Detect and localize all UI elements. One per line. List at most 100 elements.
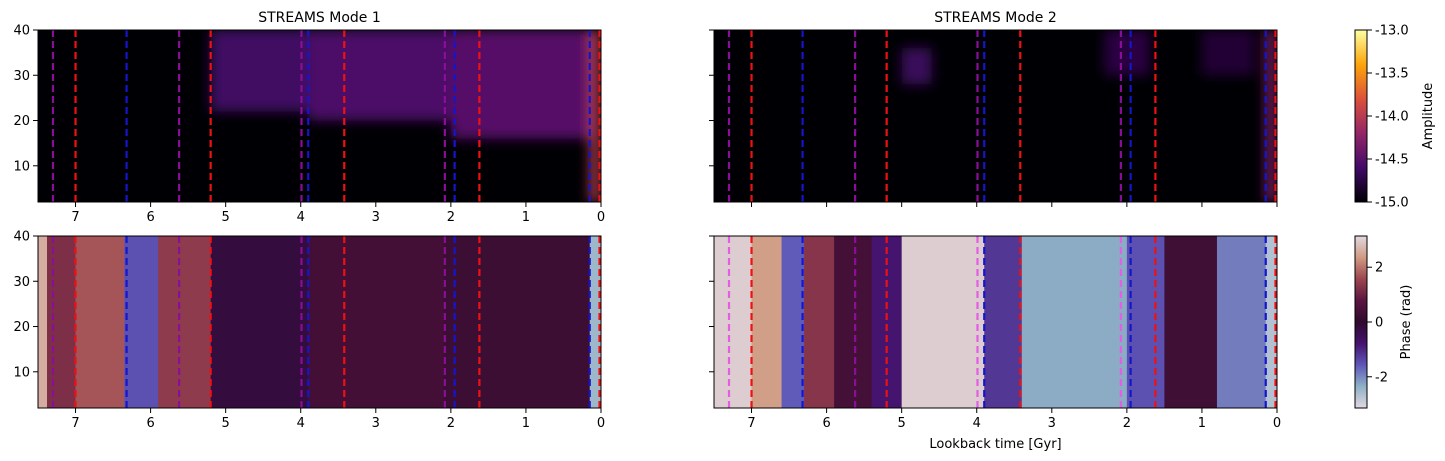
panel-title-mode-2: STREAMS Mode 2 xyxy=(934,10,1057,26)
x-tick-label: 4 xyxy=(973,416,981,431)
y-tick-label: 20 xyxy=(13,114,30,129)
x-tick-label: 5 xyxy=(222,210,230,225)
heatmap-band xyxy=(984,236,1023,408)
colorbar-amplitude-ticks: -13.0 -13.5 -14.0 -14.5 -15.0 xyxy=(1367,24,1409,211)
heatmap-band xyxy=(38,236,48,408)
colorbar-amplitude-bar xyxy=(1354,29,1368,203)
x-tick-label: 1 xyxy=(522,416,530,431)
x-tick-label: 3 xyxy=(372,416,380,431)
heatmap-band xyxy=(834,236,873,408)
colorbar-tick-label: -2 xyxy=(1375,370,1388,385)
colorbar-amplitude-label: Amplitude xyxy=(1421,83,1436,150)
heatmap-region xyxy=(1265,30,1276,202)
panel-phase-mode-2: 7 6 5 4 3 2 1 0 Lookback time [Gyr] xyxy=(709,235,1281,452)
heatmap-region xyxy=(210,30,309,112)
heatmap-band xyxy=(1126,236,1165,408)
x-tick-label: 7 xyxy=(747,416,755,431)
x-tick-label: 7 xyxy=(71,210,79,225)
colorbar-phase-bar xyxy=(1354,235,1368,409)
heatmap-band xyxy=(714,236,753,408)
x-tick-label: 3 xyxy=(372,210,380,225)
colorbar-phase: 2 0 -2 Phase (rad) xyxy=(1354,235,1414,409)
heatmap-region xyxy=(308,30,451,121)
colorbar-tick-label: -14.5 xyxy=(1375,153,1409,168)
heatmap-amplitude-mode-1 xyxy=(38,30,601,202)
axes-frame xyxy=(37,235,602,409)
heatmap-region xyxy=(1201,30,1255,76)
heatmap-region xyxy=(1104,30,1150,76)
heatmap-band xyxy=(751,236,783,408)
colorbar-phase-ticks: 2 0 -2 xyxy=(1367,261,1388,385)
x-tick-label: 2 xyxy=(447,210,455,225)
heatmap-band xyxy=(901,236,985,408)
heatmap-band xyxy=(210,236,309,408)
colorbar-tick-label: 0 xyxy=(1375,316,1383,331)
heatmap-band xyxy=(47,236,77,408)
y-tick-label: 30 xyxy=(13,275,30,290)
x-tick-label: 1 xyxy=(522,210,530,225)
heatmap-band xyxy=(781,236,805,408)
heatmap-band xyxy=(124,236,159,408)
y-tick-label: 40 xyxy=(13,230,30,245)
y-tick-label: 10 xyxy=(13,159,30,174)
y-tick-label: 40 xyxy=(13,24,30,39)
heatmap-features xyxy=(901,30,1276,202)
heatmap-band xyxy=(804,236,835,408)
heatmap-phase-mode-2 xyxy=(714,236,1277,408)
x-tick-label: 0 xyxy=(1273,416,1281,431)
x-tick-label: 4 xyxy=(297,210,305,225)
heatmap-band xyxy=(443,236,591,408)
x-tick-label: 2 xyxy=(447,416,455,431)
heatmap-band xyxy=(75,236,125,408)
heatmap-band xyxy=(308,236,444,408)
panel-title-mode-1: STREAMS Mode 1 xyxy=(258,10,381,26)
heatmap-band xyxy=(1265,236,1277,408)
colorbar-tick-label: -15.0 xyxy=(1375,196,1409,211)
x-tick-label: 6 xyxy=(146,416,154,431)
x-tick-label: 0 xyxy=(597,416,605,431)
heatmap-band xyxy=(1021,236,1128,408)
axes-frame xyxy=(713,235,1278,409)
axes-frame xyxy=(37,29,602,203)
y-tick-label: 20 xyxy=(13,320,30,335)
x-axis-label: Lookback time [Gyr] xyxy=(929,437,1061,452)
heatmap-band xyxy=(1216,236,1267,408)
colorbar-tick-label: -13.0 xyxy=(1375,24,1409,39)
colorbar-amplitude: -13.0 -13.5 -14.0 -14.5 -15.0 Amplitude xyxy=(1354,24,1436,211)
y-tick-label: 30 xyxy=(13,69,30,84)
x-tick-label: 7 xyxy=(71,416,79,431)
colorbar-tick-label: -14.0 xyxy=(1375,110,1409,125)
heatmap-region xyxy=(589,30,600,202)
x-tick-label: 6 xyxy=(822,416,830,431)
heatmap-region xyxy=(450,30,590,139)
ticks-amplitude-mode-2 xyxy=(709,29,1278,207)
x-tick-label: 1 xyxy=(1198,416,1206,431)
heatmap-band xyxy=(589,236,601,408)
colorbar-phase-label: Phase (rad) xyxy=(1399,285,1414,360)
x-tick-label: 2 xyxy=(1123,416,1131,431)
x-tick-label: 4 xyxy=(297,416,305,431)
panel-amplitude-mode-2: STREAMS Mode 2 xyxy=(709,10,1278,207)
heatmap-band xyxy=(1164,236,1218,408)
x-tick-label: 5 xyxy=(898,416,906,431)
heatmap-background xyxy=(714,30,1277,202)
heatmap-band xyxy=(158,236,212,408)
x-tick-label: 3 xyxy=(1048,416,1056,431)
axes-frame xyxy=(713,29,1278,203)
heatmap-phase-mode-1 xyxy=(38,236,601,408)
x-tick-label: 6 xyxy=(146,210,154,225)
heatmap-features xyxy=(210,30,600,202)
ticks-phase-mode-2: 7 6 5 4 3 2 1 0 xyxy=(709,235,1281,431)
x-tick-label: 5 xyxy=(222,416,230,431)
heatmap-region xyxy=(901,48,932,85)
y-tick-label: 10 xyxy=(13,365,30,380)
colorbar-tick-label: 2 xyxy=(1375,261,1383,276)
heatmap-amplitude-mode-2 xyxy=(714,30,1277,202)
x-tick-label: 0 xyxy=(597,210,605,225)
colorbar-tick-label: -13.5 xyxy=(1375,67,1409,82)
